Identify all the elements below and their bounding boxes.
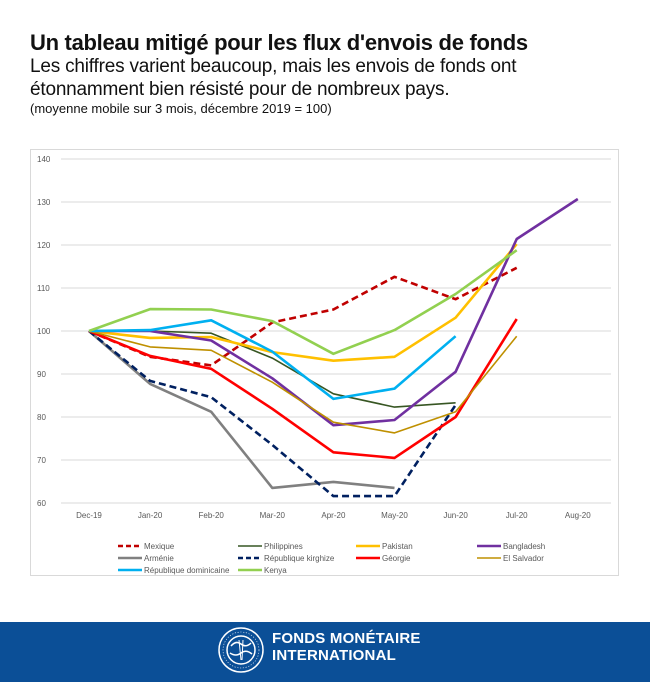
series-line-5 xyxy=(88,329,457,498)
y-tick-label: 70 xyxy=(37,456,46,465)
legend-label: République kirghize xyxy=(264,554,335,563)
series-lines xyxy=(88,197,579,498)
x-tick-label: Aug-20 xyxy=(565,511,591,520)
y-tick-label: 120 xyxy=(37,241,51,250)
legend-label: Arménie xyxy=(144,554,174,563)
legend-label: Géorgie xyxy=(382,554,411,563)
y-tick-label: 60 xyxy=(37,499,46,508)
series-line-9 xyxy=(88,249,518,356)
organization-name: FONDS MONÉTAIRE INTERNATIONAL xyxy=(272,630,421,664)
legend-label: Mexique xyxy=(144,542,175,551)
series-line-3 xyxy=(89,197,579,427)
y-tick-label: 90 xyxy=(37,370,46,379)
x-tick-label: May-20 xyxy=(381,511,408,520)
x-tick-label: Jan-20 xyxy=(138,511,163,520)
y-tick-label: 140 xyxy=(37,155,51,164)
y-tick-label: 80 xyxy=(37,413,46,422)
legend-label: Pakistan xyxy=(382,542,413,551)
x-tick-label: Mar-20 xyxy=(260,511,286,520)
y-tick-label: 110 xyxy=(37,284,50,293)
x-tick-label: Jul-20 xyxy=(506,511,528,520)
legend-label: Bangladesh xyxy=(503,542,545,551)
legend-label: El Salvador xyxy=(503,554,544,563)
legend-label: Kenya xyxy=(264,566,287,575)
x-tick-label: Feb-20 xyxy=(199,511,225,520)
series-line-4 xyxy=(88,330,395,490)
legend-label: Philippines xyxy=(264,542,303,551)
series-line-6 xyxy=(88,318,518,460)
series-line-0 xyxy=(88,266,518,367)
chart-title: Un tableau mitigé pour les flux d'envois… xyxy=(30,30,528,55)
legend-label: République dominicaine xyxy=(144,566,230,575)
x-axis-ticks: Dec-19 Jan-20 Feb-20 Mar-20 Apr-20 May-20 Jun-… xyxy=(76,511,591,520)
y-tick-label: 130 xyxy=(37,198,51,207)
series-line-1 xyxy=(89,330,456,408)
x-tick-label: Jun-20 xyxy=(443,511,468,520)
chart-area: 60 70 80 90 100 110 120 130 140 Dec-19 Jan-20 Feb-… xyxy=(30,149,619,576)
imf-seal-icon xyxy=(218,627,264,673)
x-tick-label: Apr-20 xyxy=(321,511,346,520)
chart-subtitle: Les chiffres varient beaucoup, mais les … xyxy=(30,56,517,100)
y-tick-label: 100 xyxy=(37,327,51,336)
footer-banner: FONDS MONÉTAIRE INTERNATIONAL xyxy=(0,622,650,682)
y-axis-ticks: 60 70 80 90 100 110 120 130 140 xyxy=(37,155,51,508)
chart-note: (moyenne mobile sur 3 mois, décembre 201… xyxy=(30,101,332,116)
legend: Mexique Philippines Pakistan Bangladesh Armé… xyxy=(118,542,545,575)
series-line-7 xyxy=(88,330,518,434)
series-line-8 xyxy=(88,319,457,401)
organization-name-line1: FONDS MONÉTAIRE xyxy=(272,630,421,647)
series-line-2 xyxy=(88,243,518,362)
x-tick-label: Dec-19 xyxy=(76,511,102,520)
line-chart: 60 70 80 90 100 110 120 130 140 Dec-19 Jan-20 Feb-… xyxy=(37,155,611,575)
organization-name-line2: INTERNATIONAL xyxy=(272,647,396,664)
